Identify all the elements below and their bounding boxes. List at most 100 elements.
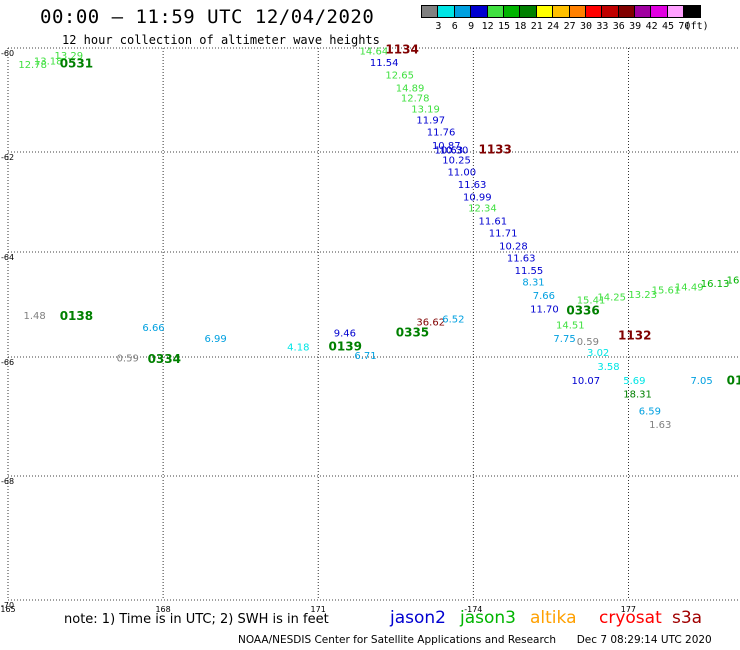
swh-value-label: 3.58 bbox=[597, 362, 619, 373]
swh-value-label: 16.3 bbox=[727, 275, 740, 286]
map-title: 00:00 – 11:59 UTC 12/04/2020 bbox=[40, 6, 375, 28]
colorbar-label: 70 bbox=[678, 21, 691, 32]
swh-value-label: 10.63 bbox=[435, 145, 464, 156]
longitude-label: 165 bbox=[0, 605, 15, 614]
swh-value-label: 11.63 bbox=[507, 254, 536, 265]
legend-s3a: s3a bbox=[672, 608, 703, 628]
swh-value-label: 4.18 bbox=[287, 342, 309, 353]
pass-time-label: 0336 bbox=[566, 303, 599, 317]
swh-value-label: 15.41 bbox=[577, 295, 606, 306]
colorbar-label: 33 bbox=[596, 21, 609, 32]
swh-value-label: 11.00 bbox=[447, 168, 476, 179]
pass-time-labels: 0531 1134 1133 0138 0334 0139 0335 0336 1132 0140 bbox=[60, 43, 740, 388]
wave-height-colorbar: 3 6 9 12 15 18 21 24 27 30 33 36 39 42 45 70 (ft) bbox=[421, 5, 709, 32]
legend-jason3: jason3 bbox=[460, 608, 516, 628]
latitude-label: -60 bbox=[1, 49, 14, 58]
swh-value-label: 11.63 bbox=[458, 180, 487, 191]
latitude-label: -64 bbox=[1, 253, 14, 262]
colorbar-label: 18 bbox=[514, 21, 527, 32]
swh-value-label: 13.29 bbox=[55, 51, 84, 62]
swh-value-label: 10.87 bbox=[432, 141, 461, 152]
colorbar-swatches bbox=[421, 5, 701, 18]
swh-value-label: 11.76 bbox=[427, 128, 456, 139]
swh-value-label: 14.51 bbox=[556, 320, 585, 331]
legend-altika: altika bbox=[530, 608, 577, 628]
swh-value-label: 13.18 bbox=[34, 57, 63, 68]
swh-value-label: 11.61 bbox=[478, 216, 507, 227]
latitude-label: -62 bbox=[1, 153, 14, 162]
pass-time-label: 0138 bbox=[60, 309, 93, 323]
swh-value-label: 13.19 bbox=[411, 104, 440, 115]
swh-value-label: 14.49 bbox=[675, 283, 704, 294]
colorbar-label: 45 bbox=[661, 21, 675, 32]
swh-value-label: 7.05 bbox=[690, 376, 712, 387]
swh-value-label: 10.99 bbox=[463, 193, 492, 204]
swh-value-label: 11.70 bbox=[530, 305, 559, 316]
colorbar-label: 30 bbox=[579, 21, 593, 32]
latitude-label: -70 bbox=[1, 601, 14, 610]
legend-cryosat: cryosat bbox=[599, 608, 662, 628]
swh-value-label: 7.66 bbox=[533, 291, 555, 302]
swh-value-label: 11.55 bbox=[515, 266, 544, 277]
map-note: note: 1) Time is in UTC; 2) SWH is in fe… bbox=[64, 612, 329, 627]
swh-value-label: 6.66 bbox=[142, 323, 164, 334]
swh-value-label: 3.02 bbox=[587, 348, 609, 359]
swh-value-label: 12.78 bbox=[18, 60, 47, 71]
swh-value-label: 14.89 bbox=[396, 83, 425, 94]
swh-value-label: 18.31 bbox=[623, 390, 652, 401]
swh-value-label: 6.59 bbox=[639, 406, 661, 417]
swh-value-label: 12.65 bbox=[385, 71, 414, 82]
swh-value-label: 5.69 bbox=[623, 376, 645, 387]
pass-time-label: 1134 bbox=[385, 43, 418, 57]
swh-value-label: 16.13 bbox=[701, 279, 730, 290]
longitude-label: 177 bbox=[621, 605, 636, 614]
colorbar-label: (ft) bbox=[684, 21, 709, 32]
pass-time-label: 1133 bbox=[478, 142, 511, 156]
swh-value-label: 10.07 bbox=[572, 376, 601, 387]
swh-value-label: 7.75 bbox=[553, 334, 575, 345]
colorbar-swatch bbox=[683, 5, 701, 18]
swh-value-label: 10.28 bbox=[499, 241, 528, 252]
map-subtitle: 12 hour collection of altimeter wave hei… bbox=[62, 33, 380, 47]
colorbar-label: 6 bbox=[451, 21, 458, 32]
longitude-label: 171 bbox=[311, 605, 326, 614]
pass-time-label: 0335 bbox=[396, 326, 429, 340]
colorbar-label: 9 bbox=[468, 21, 475, 32]
swh-value-label: 8.31 bbox=[522, 278, 544, 289]
colorbar-label: 39 bbox=[629, 21, 642, 32]
swh-value-label: 14.25 bbox=[597, 293, 626, 304]
pass-time-label: 0140 bbox=[727, 373, 740, 387]
swh-value-label: 12.78 bbox=[401, 93, 430, 104]
footer-organization: NOAA/NESDIS Center for Satellite Applica… bbox=[238, 634, 556, 646]
latitude-label: -68 bbox=[1, 477, 14, 486]
axis-labels: 165 168 171 -174 177 -60 -62 -64 -66 -68 -70 bbox=[0, 49, 636, 614]
swh-value-label: 1.48 bbox=[24, 311, 46, 322]
swh-value-label: 13.23 bbox=[628, 290, 657, 301]
swh-value-label: 9.46 bbox=[334, 329, 356, 340]
colorbar-label: 3 bbox=[435, 21, 442, 32]
pass-time-label: 0531 bbox=[60, 56, 93, 70]
longitude-label: -174 bbox=[464, 605, 482, 614]
colorbar-label: 12 bbox=[481, 21, 494, 32]
colorbar-label: 24 bbox=[547, 21, 560, 32]
colorbar-label: 15 bbox=[497, 21, 511, 32]
pass-time-label: 0139 bbox=[329, 339, 362, 353]
colorbar-label: 42 bbox=[645, 21, 658, 32]
legend-jason2: jason2 bbox=[390, 608, 446, 628]
swh-value-label: 10.30 bbox=[440, 145, 469, 156]
swh-value-label: 6.99 bbox=[204, 334, 226, 345]
swh-value-label: 10.25 bbox=[442, 155, 471, 166]
footer-timestamp: Dec 7 08:29:14 UTC 2020 bbox=[576, 634, 712, 646]
colorbar-label: 36 bbox=[612, 21, 625, 32]
swh-value-label: 6.52 bbox=[442, 315, 464, 326]
colorbar-label: 27 bbox=[563, 21, 576, 32]
swh-value-label: 15.61 bbox=[652, 285, 681, 296]
pass-time-label: 1132 bbox=[618, 328, 651, 342]
swh-value-label: 0.59 bbox=[577, 337, 599, 348]
swh-value-label: 11.97 bbox=[416, 115, 445, 126]
swh-value-label: 1.63 bbox=[649, 420, 671, 431]
swh-value-label: 36.62 bbox=[416, 318, 445, 329]
longitude-label: 168 bbox=[155, 605, 170, 614]
